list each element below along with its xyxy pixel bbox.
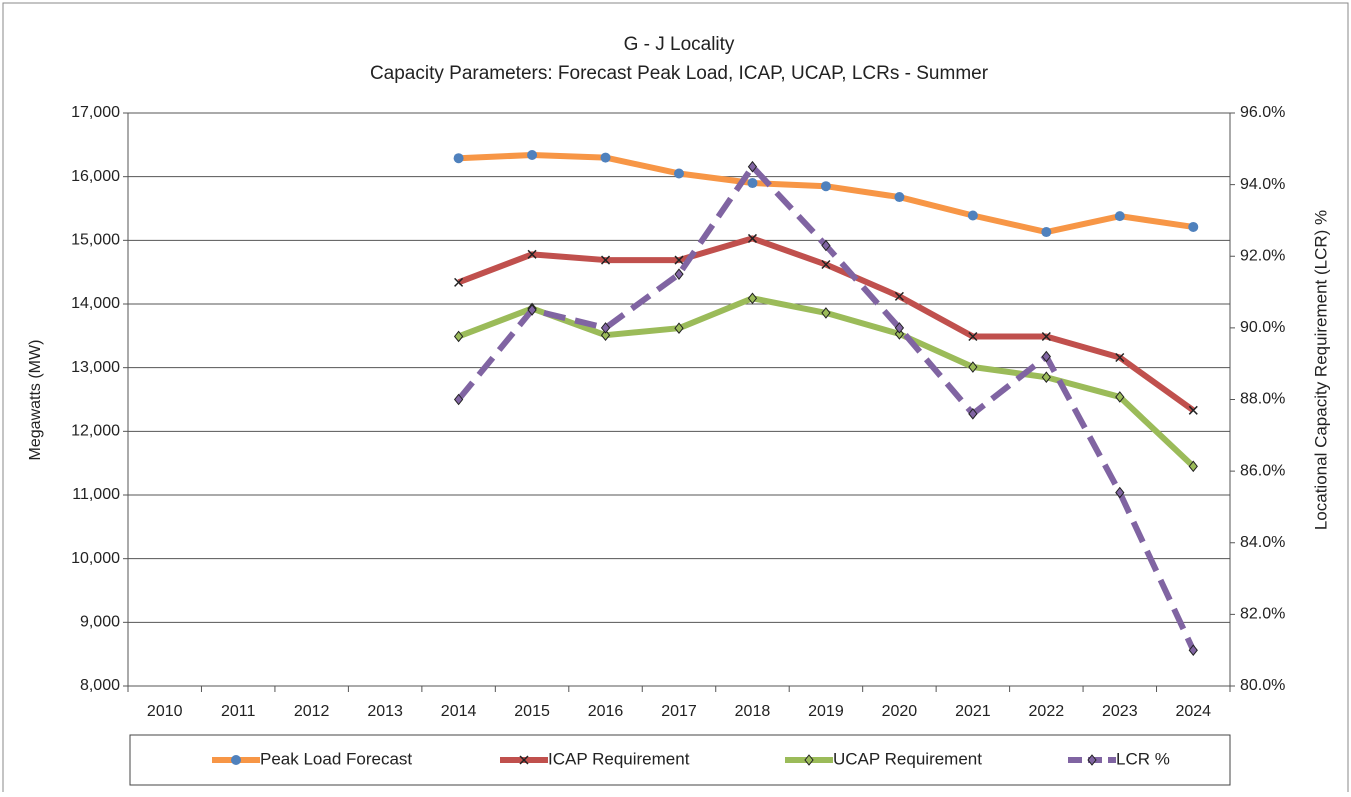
x-tick-label: 2017: [661, 703, 697, 720]
point-marker: [454, 277, 464, 287]
y-tick-label: 17,000: [71, 104, 120, 121]
x-tick-label: 2016: [588, 703, 624, 720]
x-tick-label: 2020: [882, 703, 918, 720]
point-marker: [527, 249, 537, 259]
legend-marker: [804, 754, 814, 766]
x-tick-label: 2011: [221, 703, 256, 720]
point-marker: [674, 322, 684, 334]
point-marker: [1115, 391, 1125, 403]
point-marker: [894, 192, 905, 203]
legend-marker: [519, 755, 529, 765]
y-tick-label: 13,000: [71, 359, 120, 376]
point-marker: [601, 255, 611, 265]
point-marker: [1188, 221, 1199, 232]
x-tick-label: 2010: [147, 703, 183, 720]
legend-marker: [231, 755, 241, 765]
point-marker: [894, 322, 905, 334]
point-marker: [1188, 460, 1198, 473]
point-marker: [1041, 350, 1051, 363]
x-tick-label: 2015: [514, 703, 550, 720]
point-marker: [453, 153, 464, 164]
point-marker: [1115, 486, 1125, 499]
point-marker: [894, 291, 904, 301]
y-tick-label: 16,000: [71, 168, 120, 185]
point-marker: [1115, 352, 1125, 363]
legend-label: ICAP Requirement: [548, 749, 690, 768]
y-tick-label: 8,000: [80, 677, 120, 694]
legend-marker: [1087, 754, 1097, 766]
x-tick-label: 2013: [367, 703, 403, 720]
point-marker: [968, 408, 978, 420]
y2-tick-label: 82.0%: [1240, 606, 1285, 623]
legend-label: Peak Load Forecast: [260, 749, 412, 768]
y-axis-title: Megawatts (MW): [27, 340, 44, 461]
point-marker: [1188, 644, 1198, 656]
point-marker: [453, 393, 464, 406]
point-marker: [820, 181, 831, 192]
point-marker: [1114, 211, 1125, 222]
y-tick-label: 12,000: [71, 423, 120, 440]
y-tick-label: 14,000: [71, 295, 120, 312]
point-marker: [674, 168, 684, 179]
point-marker: [1188, 405, 1198, 415]
point-marker: [821, 259, 831, 270]
point-marker: [453, 330, 464, 343]
point-marker: [1041, 331, 1051, 342]
point-marker: [747, 292, 758, 305]
y2-tick-label: 88.0%: [1240, 391, 1285, 408]
point-marker: [527, 304, 537, 316]
point-marker: [1041, 227, 1052, 238]
point-marker: [527, 150, 538, 161]
point-marker: [747, 178, 758, 189]
y2-tick-label: 92.0%: [1240, 247, 1285, 264]
point-marker: [967, 210, 978, 221]
y2-tick-label: 80.0%: [1240, 677, 1285, 694]
point-marker: [600, 329, 611, 341]
chart-subtitle: Capacity Parameters: Forecast Peak Load,…: [370, 63, 989, 84]
x-tick-label: 2022: [1029, 703, 1065, 720]
point-marker: [894, 328, 905, 340]
x-tick-label: 2023: [1102, 703, 1138, 720]
x-tick-label: 2014: [441, 703, 477, 720]
legend-label: LCR %: [1116, 749, 1170, 768]
y2-tick-label: 96.0%: [1240, 104, 1285, 121]
x-tick-label: 2024: [1175, 703, 1211, 720]
legend-label: UCAP Requirement: [833, 749, 982, 768]
chart-title: G - J Locality: [624, 34, 735, 55]
y2-axis-title: Locational Capacity Requirement (LCR) %: [1311, 210, 1330, 530]
x-tick-label: 2019: [808, 703, 844, 720]
point-marker: [821, 239, 831, 252]
point-marker: [747, 233, 757, 243]
y-tick-label: 10,000: [71, 550, 120, 567]
x-tick-label: 2018: [735, 703, 771, 720]
y-tick-label: 9,000: [80, 614, 120, 631]
point-marker: [747, 160, 758, 173]
y2-tick-label: 90.0%: [1240, 319, 1285, 336]
point-marker: [600, 322, 611, 334]
x-tick-label: 2021: [955, 703, 991, 720]
y2-tick-label: 86.0%: [1240, 462, 1285, 479]
point-marker: [968, 331, 978, 342]
y2-tick-label: 84.0%: [1240, 534, 1285, 551]
point-marker: [674, 268, 684, 280]
y-tick-label: 15,000: [71, 232, 120, 249]
point-marker: [821, 307, 831, 319]
point-marker: [1041, 371, 1051, 384]
y2-tick-label: 94.0%: [1240, 176, 1285, 193]
point-marker: [600, 152, 611, 163]
point-marker: [968, 361, 978, 373]
point-marker: [674, 255, 684, 265]
y-tick-label: 11,000: [72, 486, 120, 503]
legend-box: [129, 734, 1231, 786]
x-tick-label: 2012: [294, 703, 330, 720]
